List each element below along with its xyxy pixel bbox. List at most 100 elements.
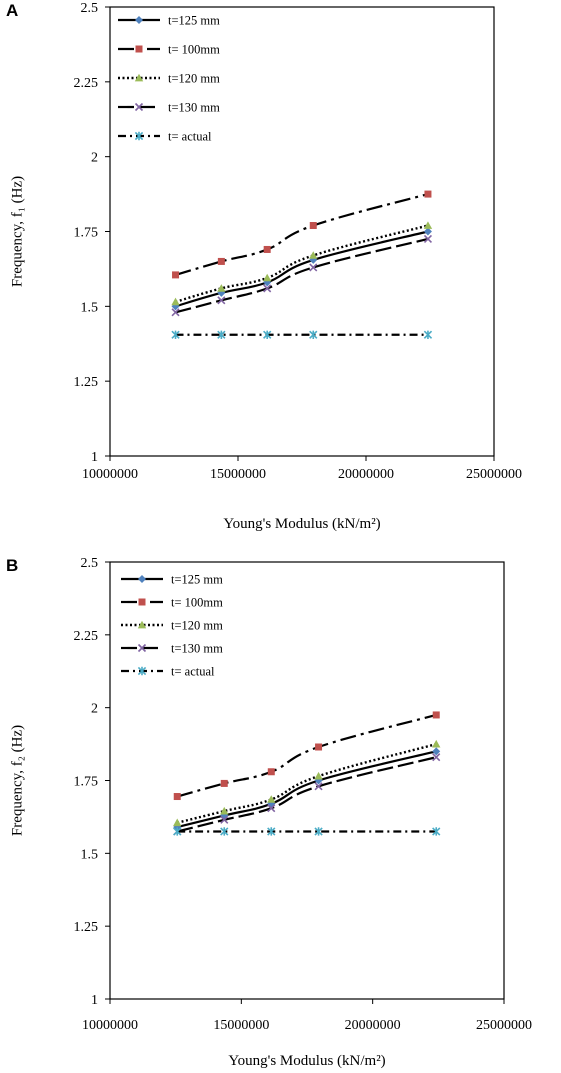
- series-line: [176, 756, 437, 833]
- y-tick-label: 1.5: [81, 847, 99, 862]
- x-axis-title: Young's Modulus (kN/m²): [228, 1053, 385, 1069]
- x-tick-label: 15000000: [213, 1018, 269, 1033]
- x-tick-label: 25000000: [476, 1018, 532, 1033]
- series-1: [171, 227, 432, 311]
- y-tick-label: 1.75: [74, 775, 99, 790]
- panel-label: A: [6, 1, 18, 20]
- series-3: [173, 739, 441, 827]
- data-point: [314, 827, 323, 836]
- series-5: [171, 330, 433, 339]
- data-point: [173, 827, 182, 836]
- y-tick-label: 2.25: [74, 629, 99, 644]
- data-point: [309, 222, 317, 230]
- y-tick-label: 2: [91, 151, 98, 166]
- series-4: [173, 753, 441, 836]
- data-point: [424, 190, 432, 198]
- data-point: [314, 782, 323, 791]
- series-line: [175, 237, 429, 314]
- y-axis-title: Frequency, f₂ (Hz): [9, 725, 25, 836]
- data-point: [263, 330, 272, 339]
- legend-label: t= actual: [171, 665, 215, 679]
- x-axis-title: Young's Modulus (kN/m²): [223, 516, 380, 532]
- legend-marker: [138, 575, 146, 583]
- data-point: [423, 221, 433, 229]
- series-line: [176, 713, 437, 798]
- data-point: [217, 330, 226, 339]
- y-axis-title: Frequency, f₁ (Hz): [9, 176, 25, 287]
- data-point: [171, 308, 180, 317]
- legend-label: t=125 mm: [168, 14, 220, 28]
- data-point: [432, 827, 441, 836]
- data-point: [423, 330, 433, 339]
- legend-label: t=125 mm: [171, 573, 223, 587]
- data-point: [173, 793, 181, 801]
- data-point: [220, 806, 229, 815]
- data-point: [173, 818, 182, 827]
- legend-marker: [137, 643, 147, 653]
- x-tick-label: 10000000: [82, 467, 138, 482]
- series-line: [176, 750, 437, 829]
- x-tick-label: 10000000: [82, 1018, 138, 1033]
- legend-marker: [134, 131, 144, 141]
- data-point: [220, 815, 229, 824]
- data-point: [262, 273, 272, 282]
- data-point: [315, 743, 323, 751]
- data-point: [263, 284, 272, 293]
- data-point: [267, 768, 275, 776]
- data-point: [432, 747, 441, 756]
- series-5: [173, 827, 441, 836]
- legend-label: t=130 mm: [168, 101, 220, 115]
- x-tick-label: 20000000: [345, 1018, 401, 1033]
- y-tick-label: 1: [91, 450, 98, 465]
- data-point: [423, 227, 432, 236]
- x-tick-label: 20000000: [338, 467, 394, 482]
- legend-marker: [137, 620, 147, 629]
- series-4: [171, 234, 433, 317]
- data-point: [263, 245, 271, 253]
- data-point: [171, 297, 180, 306]
- y-tick-label: 1.25: [74, 375, 99, 390]
- legend-label: t= actual: [168, 130, 212, 144]
- legend-label: t=120 mm: [171, 619, 223, 633]
- y-tick-label: 2.5: [81, 1, 99, 16]
- y-tick-label: 2.5: [81, 556, 99, 571]
- series-line: [175, 230, 429, 308]
- data-point: [172, 271, 180, 279]
- data-point: [267, 795, 276, 803]
- x-tick-label: 15000000: [210, 467, 266, 482]
- y-tick-label: 1: [91, 993, 98, 1008]
- series-2: [173, 711, 440, 801]
- data-point: [309, 251, 318, 259]
- legend-label: t= 100mm: [171, 596, 223, 610]
- series-2: [172, 190, 432, 279]
- series-3: [171, 221, 433, 306]
- legend-marker: [134, 102, 144, 112]
- data-point: [423, 234, 433, 244]
- data-point: [314, 771, 323, 780]
- data-point: [267, 827, 276, 836]
- panel-label: B: [6, 556, 18, 575]
- plot-area: [109, 561, 505, 1000]
- legend-marker: [137, 666, 147, 676]
- legend: t=125 mm t= 100mm t=120 mm t=130 mm t= actua…: [118, 14, 220, 144]
- y-tick-label: 1.5: [81, 300, 99, 315]
- series-line: [176, 742, 437, 824]
- y-tick-label: 1.25: [74, 920, 99, 935]
- legend-marker: [138, 598, 146, 606]
- data-point: [217, 257, 225, 265]
- data-point: [432, 711, 440, 719]
- legend: t=125 mm t= 100mm t=120 mm t=130 mm t= actua…: [121, 573, 223, 679]
- data-point: [309, 330, 318, 339]
- chart-panel-b: B 1 1.25 1.5 1.75 2 2.25 2.5 10000000 15000000 200…: [6, 556, 532, 1069]
- data-point: [267, 804, 276, 813]
- legend-label: t= 100mm: [168, 43, 220, 57]
- legend-marker: [135, 16, 143, 24]
- legend-marker: [134, 73, 144, 82]
- legend-label: t=120 mm: [168, 72, 220, 86]
- legend-label: t=130 mm: [171, 642, 223, 656]
- y-tick-label: 2.25: [74, 76, 99, 91]
- y-tick-label: 2: [91, 702, 98, 717]
- data-point: [432, 739, 441, 748]
- data-point: [217, 296, 226, 305]
